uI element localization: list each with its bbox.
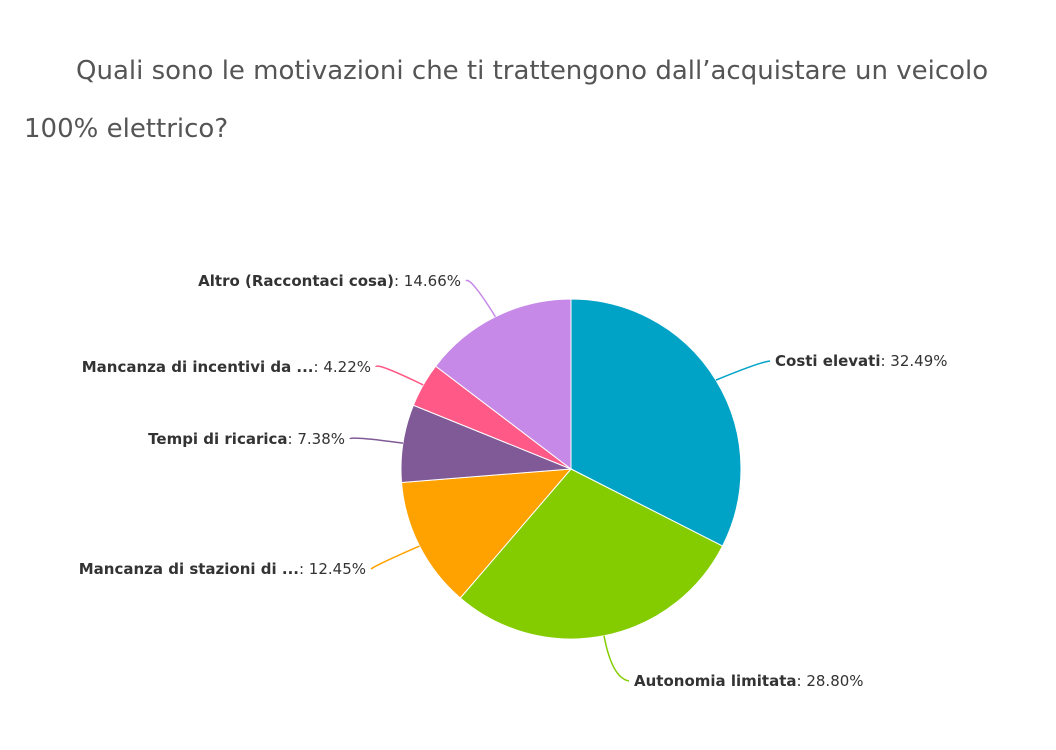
slice-value: : 14.66% [394, 272, 461, 290]
data-label-mancanza-di-stazioni-di: Mancanza di stazioni di ...: 12.45% [79, 560, 366, 578]
leader-line-altro-raccontaci-cosa [465, 279, 497, 318]
leader-line-tempi-di-ricarica [349, 437, 404, 444]
data-label-costi-elevati: Costi elevati: 32.49% [775, 352, 948, 370]
slice-name: Autonomia limitata [634, 672, 797, 690]
slice-value: : 4.22% [314, 358, 371, 376]
data-label-autonomia-limitata: Autonomia limitata: 28.80% [634, 672, 864, 690]
chart-title: Quali sono le motivazioni che ti tratten… [24, 56, 989, 144]
leader-line-costi-elevati [715, 360, 771, 381]
leader-line-mancanza-di-incentivi-da [375, 365, 424, 386]
slice-value: : 32.49% [880, 352, 947, 370]
leader-line-autonomia-limitata [603, 635, 630, 682]
pie-slice-mancanza-di-stazioni-di[interactable] [400, 468, 573, 599]
pie-slice-altro-raccontaci-cosa[interactable] [434, 298, 572, 471]
slice-name: Tempi di ricarica [148, 430, 287, 448]
slice-name: Costi elevati [775, 352, 880, 370]
data-label-altro-raccontaci-cosa: Altro (Raccontaci cosa): 14.66% [198, 272, 461, 290]
slice-value: : 28.80% [797, 672, 864, 690]
slice-name: Altro (Raccontaci cosa) [198, 272, 394, 290]
data-label-mancanza-di-incentivi-da: Mancanza di incentivi da ...: 4.22% [82, 358, 371, 376]
slice-name: Mancanza di stazioni di ... [79, 560, 299, 578]
slice-value: : 12.45% [299, 560, 366, 578]
slice-value: : 7.38% [288, 430, 345, 448]
pie-slice-autonomia-limitata[interactable] [459, 468, 724, 640]
slice-name: Mancanza di incentivi da ... [82, 358, 314, 376]
leader-line-mancanza-di-stazioni-di [370, 545, 420, 570]
data-label-tempi-di-ricarica: Tempi di ricarica: 7.38% [148, 430, 345, 448]
